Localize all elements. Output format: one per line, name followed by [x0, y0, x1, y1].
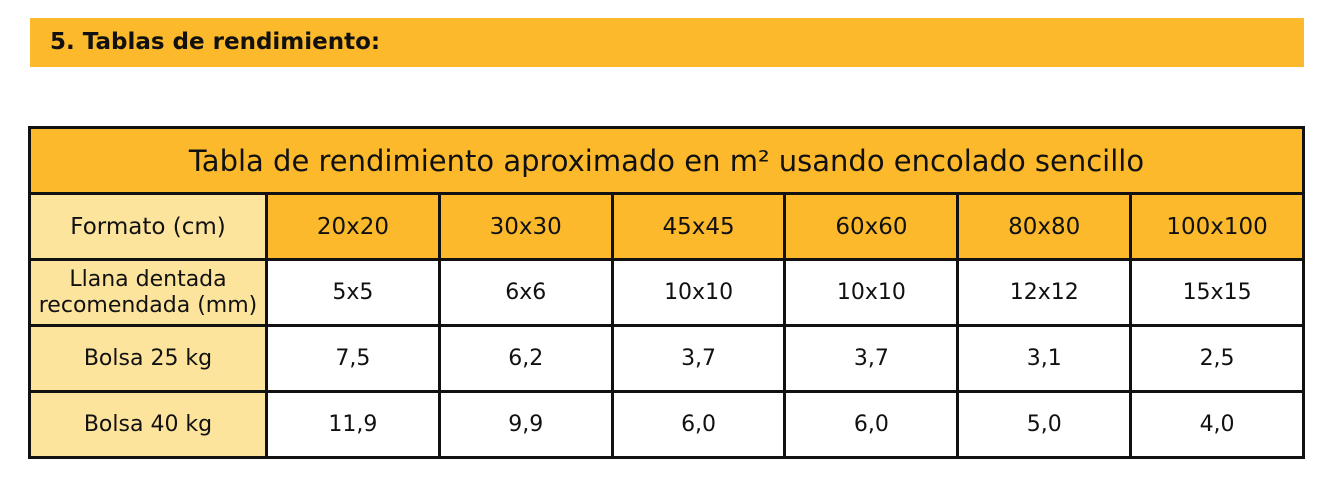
- row-label: Bolsa 25 kg: [28, 324, 268, 393]
- table-cell: 2,5: [1129, 324, 1305, 393]
- table-cell: 10x10: [610, 258, 787, 327]
- table-cell: 11,9: [265, 390, 441, 459]
- table-cell: 3,7: [610, 324, 787, 393]
- row-label: Bolsa 40 kg: [28, 390, 268, 459]
- table-cell: 12x12: [956, 258, 1133, 327]
- table-body: Formato (cm) 20x20 30x30 45x45 60x60 80x80 100…: [28, 192, 1305, 459]
- table-cell: 4,0: [1129, 390, 1305, 459]
- table-cell: 30x30: [437, 192, 614, 261]
- table-cell: 7,5: [265, 324, 441, 393]
- table-title: Tabla de rendimiento aproximado en m² us…: [28, 126, 1305, 195]
- table-cell: 3,7: [783, 324, 960, 393]
- row-label: Llana dentada recomendada (mm): [28, 258, 268, 327]
- table-row: Bolsa 40 kg 11,9 9,9 6,0 6,0 5,0 4,0: [28, 390, 1305, 459]
- table-cell: 5x5: [265, 258, 441, 327]
- table-cell: 3,1: [956, 324, 1133, 393]
- table-cell: 100x100: [1129, 192, 1305, 261]
- table-row: Llana dentada recomendada (mm) 5x5 6x6 10x1…: [28, 258, 1305, 327]
- table-cell: 6,2: [437, 324, 614, 393]
- table-cell: 10x10: [783, 258, 960, 327]
- table-cell: 45x45: [610, 192, 787, 261]
- row-label: Formato (cm): [28, 192, 268, 261]
- table-row: Formato (cm) 20x20 30x30 45x45 60x60 80x80 100…: [28, 192, 1305, 261]
- table-cell: 6x6: [437, 258, 614, 327]
- table-cell: 5,0: [956, 390, 1133, 459]
- table-cell: 20x20: [265, 192, 441, 261]
- table-cell: 9,9: [437, 390, 614, 459]
- section-header: 5. Tablas de rendimiento:: [30, 18, 1304, 67]
- table-cell: 6,0: [783, 390, 960, 459]
- section-title: 5. Tablas de rendimiento:: [50, 29, 381, 55]
- table-cell: 80x80: [956, 192, 1133, 261]
- table-cell: 15x15: [1129, 258, 1305, 327]
- table-row: Bolsa 25 kg 7,5 6,2 3,7 3,7 3,1 2,5: [28, 324, 1305, 393]
- table-cell: 6,0: [610, 390, 787, 459]
- table-cell: 60x60: [783, 192, 960, 261]
- yield-table: Tabla de rendimiento aproximado en m² us…: [28, 126, 1305, 459]
